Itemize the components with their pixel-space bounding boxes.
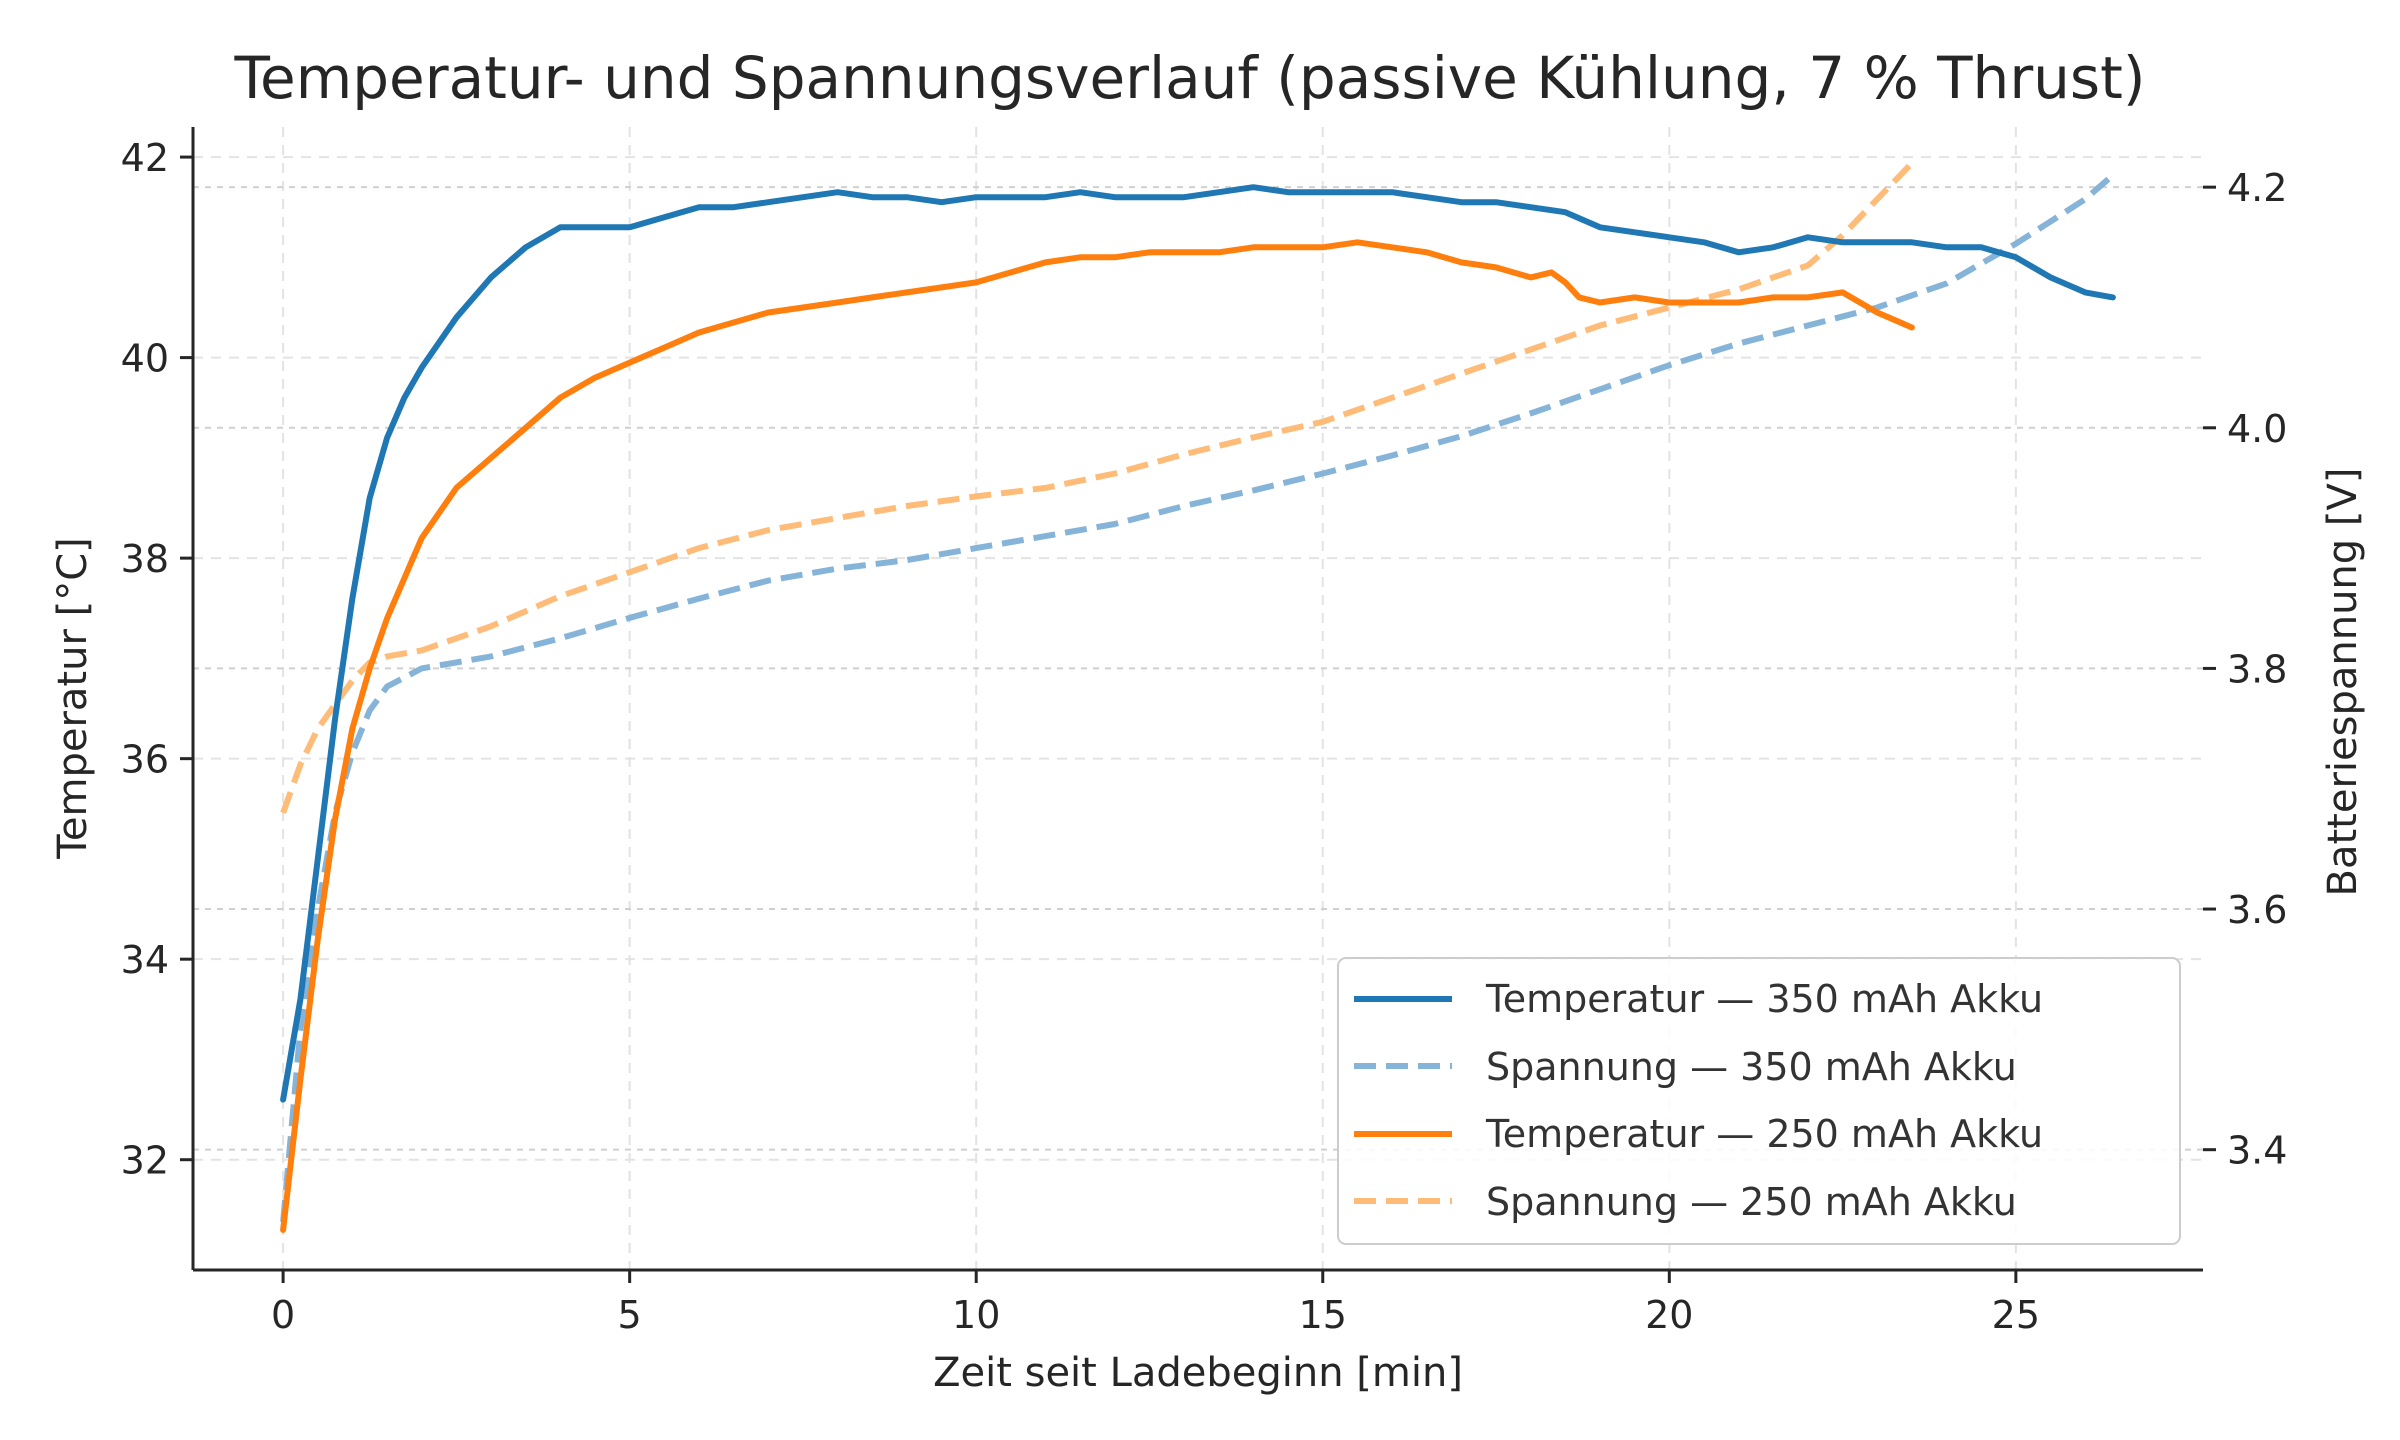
y-axis-label-left: Temperatur [°C] <box>50 537 96 860</box>
legend: Temperatur — 350 mAh Akku Spannung — 350… <box>1337 957 2181 1245</box>
series-line-2 <box>280 239 1915 1233</box>
y-tick-label-left: 42 <box>121 136 169 180</box>
series-line-1 <box>280 172 2115 1223</box>
x-tick-label: 25 <box>1992 1293 2040 1337</box>
series-layer <box>280 161 2116 1233</box>
x-tick-label: 10 <box>952 1293 1000 1337</box>
legend-label-temp-250: Temperatur — 250 mAh Akku <box>1485 1112 2043 1156</box>
y-tick-label-right: 3.4 <box>2227 1129 2287 1173</box>
axes <box>191 127 2203 1272</box>
series-line-0 <box>280 184 2116 1103</box>
legend-label-volt-250: Spannung — 250 mAh Akku <box>1486 1180 2017 1224</box>
y-tick-label-left: 32 <box>121 1139 169 1183</box>
legend-label-temp-350: Temperatur — 350 mAh Akku <box>1485 977 2043 1021</box>
y-tick-label-right: 3.6 <box>2227 888 2287 932</box>
chart-title: Temperatur- und Spannungsverlauf (passiv… <box>233 44 2145 112</box>
x-tick-label: 20 <box>1645 1293 1693 1337</box>
y-tick-label-right: 3.8 <box>2227 647 2287 691</box>
y-axis-label-right: Batteriespannung [V] <box>2320 468 2366 897</box>
y-tick-label-left: 34 <box>121 938 169 982</box>
y-ticks-left: 32 34 36 38 40 42 <box>121 136 193 1183</box>
legend-label-volt-350: Spannung — 350 mAh Akku <box>1486 1045 2017 1089</box>
y-tick-label-left: 40 <box>121 337 169 381</box>
y-ticks-right: 3.4 3.6 3.8 4.0 4.2 <box>2203 166 2287 1173</box>
y-tick-label-right: 4.0 <box>2227 407 2287 451</box>
y-tick-label-left: 38 <box>121 537 169 581</box>
x-tick-label: 15 <box>1299 1293 1347 1337</box>
y-tick-label-left: 36 <box>121 738 169 782</box>
x-tick-label: 0 <box>271 1293 295 1337</box>
x-axis-label: Zeit seit Ladebeginn [min] <box>933 1350 1463 1396</box>
x-ticks: 0 5 10 15 20 25 <box>271 1270 2040 1337</box>
y-tick-label-right: 4.2 <box>2227 166 2287 210</box>
legend-box <box>1337 957 2181 1245</box>
series-line-3 <box>280 161 1915 814</box>
x-tick-label: 5 <box>618 1293 642 1337</box>
